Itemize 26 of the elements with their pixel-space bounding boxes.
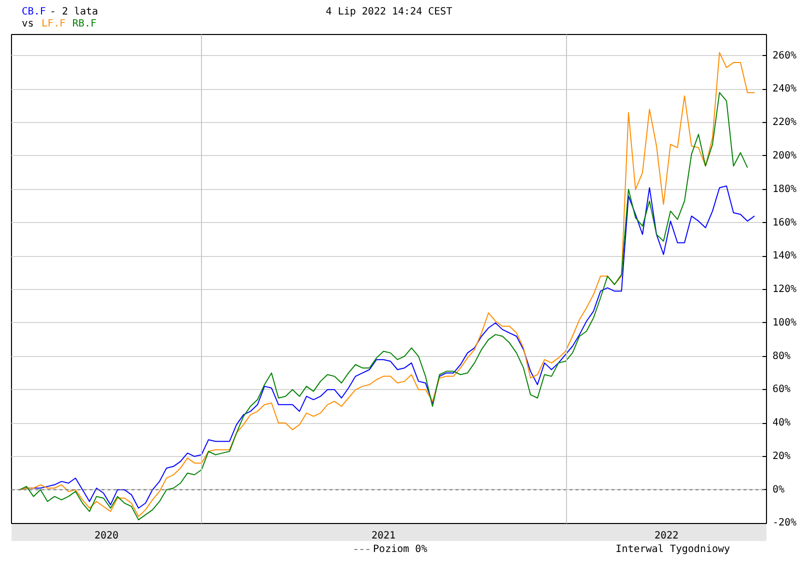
- y-tick-label: 20%: [772, 450, 791, 462]
- y-tick-label: 100%: [772, 317, 797, 328]
- y-tick-label: 180%: [772, 184, 797, 195]
- text: CB.F: [22, 6, 46, 18]
- x-tick-label: 2022: [654, 530, 679, 542]
- y-tick-label: 140%: [772, 250, 797, 262]
- x-tick-label: 2021: [371, 530, 396, 542]
- text: RB.F: [72, 18, 96, 30]
- y-tick-label: 240%: [772, 84, 797, 95]
- chart-subtitle: 4 Lip 2022 14:24 CEST: [326, 6, 452, 18]
- y-tick-label: 60%: [772, 384, 791, 396]
- x-tick-label: 2020: [94, 530, 119, 542]
- y-tick-label: 160%: [772, 217, 797, 228]
- y-tick-label: 120%: [772, 284, 797, 296]
- legend-label: Poziom 0%: [373, 544, 428, 555]
- y-tick-label: 80%: [772, 350, 791, 362]
- y-tick-label: 260%: [772, 50, 797, 62]
- text: vs: [22, 18, 34, 30]
- text: LF.F: [41, 18, 66, 30]
- y-tick-label: 40%: [772, 418, 791, 429]
- y-tick-label: 200%: [772, 150, 797, 162]
- y-tick-label: 220%: [772, 117, 797, 128]
- y-tick-label: -20%: [772, 518, 797, 529]
- y-tick-label: 0%: [772, 484, 785, 496]
- chart-title: - 2 lata: [50, 6, 98, 18]
- text: Interwal Tygodniowy: [616, 544, 730, 555]
